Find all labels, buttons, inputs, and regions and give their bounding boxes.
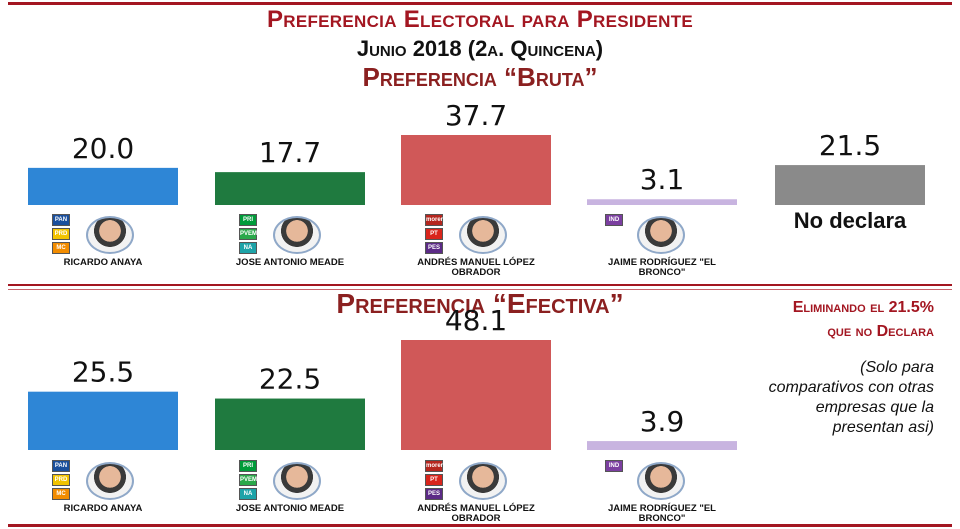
bar-no-declara xyxy=(775,165,925,205)
candidate-name: RICARDO ANAYA xyxy=(63,257,143,268)
bar-jaime-rodriguez-el-bronco xyxy=(587,441,737,450)
data-label-andres-manuel-lopez-obrador: 48.1 xyxy=(445,304,507,337)
chart-title: Preferencia Electoral para Presidente xyxy=(266,6,694,33)
candidate-name: JAIME RODRÍGUEZ "EL BRONCO" xyxy=(608,257,716,278)
note-eliminando: Eliminando el 21.5% que no Declara xyxy=(714,296,934,344)
bar-andres-manuel-lopez-obrador xyxy=(401,340,551,450)
party-logo-prd: PRD xyxy=(52,228,70,240)
party-logo-prd: PRD xyxy=(52,474,70,486)
chart-bruta: 20.0 17.7 37.7 3.1 21.5 xyxy=(28,99,925,205)
note-italic-line2: comparativos con otras xyxy=(768,379,934,396)
candidate-name: JOSE ANTONIO MEADE xyxy=(235,503,345,514)
section-divider xyxy=(8,284,952,286)
note-comparativos: (Solo para comparativos con otras empres… xyxy=(734,358,934,438)
no-declara-label: No declara xyxy=(775,208,925,234)
candidate-photo xyxy=(86,216,134,254)
candidate-photo xyxy=(637,216,685,254)
candidate-jose-antonio-meade: PRI PVEM NA JOSE ANTONIO MEADE xyxy=(215,460,365,522)
party-logo-na: NA xyxy=(239,488,257,500)
party-logos: IND xyxy=(605,460,627,474)
bar-jose-antonio-meade xyxy=(215,398,365,450)
candidate-photo xyxy=(86,462,134,500)
candidate-ricardo-anaya: PAN PRD MC RICARDO ANAYA xyxy=(28,460,178,522)
candidate-jaime-rodriguez-el-bronco: IND JAIME RODRÍGUEZ "EL BRONCO" xyxy=(587,214,737,278)
party-logo-mc: MC xyxy=(52,488,70,500)
data-label-jaime-rodriguez-el-bronco: 3.1 xyxy=(640,163,685,196)
data-label-andres-manuel-lopez-obrador: 37.7 xyxy=(445,99,507,132)
candidate-name: JOSE ANTONIO MEADE xyxy=(235,257,345,268)
party-logo-pri: PRI xyxy=(239,214,257,226)
no-declara-text: No declara xyxy=(793,208,907,233)
party-logo-pt: PT xyxy=(425,228,443,240)
candidate-name: JAIME RODRÍGUEZ "EL BRONCO" xyxy=(608,503,716,524)
note-red-line1: Eliminando el 21.5% xyxy=(792,299,934,316)
party-logos: PRI PVEM NA xyxy=(239,460,261,502)
party-logo-ind: IND xyxy=(605,214,623,226)
party-logo-na: NA xyxy=(239,242,257,254)
section-efectiva-title: Preferencia “Efectiva” xyxy=(336,288,624,319)
party-logo-morena: morena xyxy=(425,214,448,226)
candidate-ricardo-anaya: PAN PRD MC RICARDO ANAYA xyxy=(28,214,178,276)
party-logo-mc: MC xyxy=(52,242,70,254)
party-logo-pan: PAN xyxy=(52,460,70,472)
party-logo-pan: PAN xyxy=(52,214,70,226)
party-logo-pvem: PVEM xyxy=(239,228,257,240)
party-logos: morena PT PES xyxy=(425,460,448,502)
bottom-border xyxy=(8,524,952,527)
data-label-jose-antonio-meade: 17.7 xyxy=(259,136,321,169)
party-logo-pt: PT xyxy=(425,474,443,486)
candidate-name: ANDRÉS MANUEL LÓPEZ OBRADOR xyxy=(417,503,535,524)
note-italic-line4: presentan asi) xyxy=(832,419,934,436)
chart-subtitle: Junio 2018 (2a. Quincena) xyxy=(356,36,604,61)
party-logo-pes: PES xyxy=(425,242,443,254)
candidate-photo xyxy=(273,462,321,500)
chart-efectiva: 25.5 22.5 48.1 3.9 xyxy=(28,304,737,450)
bar-ricardo-anaya xyxy=(28,391,178,450)
section-bruta-title: Preferencia “Bruta” xyxy=(362,62,598,92)
candidate-photo xyxy=(459,216,507,254)
data-label-jaime-rodriguez-el-bronco: 3.9 xyxy=(640,405,685,438)
candidate-andres-manuel-lopez-obrador: morena PT PES ANDRÉS MANUEL LÓPEZ OBRADOR xyxy=(401,214,551,278)
candidate-jose-antonio-meade: PRI PVEM NA JOSE ANTONIO MEADE xyxy=(215,214,365,276)
party-logo-pvem: PVEM xyxy=(239,474,257,486)
candidate-photo xyxy=(459,462,507,500)
data-label-ricardo-anaya: 25.5 xyxy=(72,356,134,389)
candidate-andres-manuel-lopez-obrador: morena PT PES ANDRÉS MANUEL LÓPEZ OBRADOR xyxy=(401,460,551,524)
bar-jaime-rodriguez-el-bronco xyxy=(587,199,737,205)
party-logos: PAN PRD MC xyxy=(52,214,74,256)
note-italic-line1: (Solo para xyxy=(860,359,934,376)
party-logos: morena PT PES xyxy=(425,214,448,256)
party-logo-ind: IND xyxy=(605,460,623,472)
note-red-line2: que no Declara xyxy=(827,323,934,340)
data-label-jose-antonio-meade: 22.5 xyxy=(259,363,321,396)
bar-ricardo-anaya xyxy=(28,167,178,205)
party-logo-morena: morena xyxy=(425,460,448,472)
bar-jose-antonio-meade xyxy=(215,172,365,205)
candidate-name: RICARDO ANAYA xyxy=(63,503,143,514)
party-logo-pes: PES xyxy=(425,488,443,500)
section-divider-thin xyxy=(8,289,952,290)
candidate-photo xyxy=(637,462,685,500)
party-logos: PAN PRD MC xyxy=(52,460,74,502)
party-logo-pri: PRI xyxy=(239,460,257,472)
party-logos: IND xyxy=(605,214,627,228)
candidate-jaime-rodriguez-el-bronco: IND JAIME RODRÍGUEZ "EL BRONCO" xyxy=(587,460,737,524)
data-label-no-declara: 21.5 xyxy=(819,129,881,162)
top-border xyxy=(8,2,952,5)
candidate-photo xyxy=(273,216,321,254)
party-logos: PRI PVEM NA xyxy=(239,214,261,256)
note-italic-line3: empresas que la xyxy=(815,399,934,416)
bar-andres-manuel-lopez-obrador xyxy=(401,135,551,205)
data-label-ricardo-anaya: 20.0 xyxy=(72,132,134,165)
candidate-name: ANDRÉS MANUEL LÓPEZ OBRADOR xyxy=(417,257,535,278)
